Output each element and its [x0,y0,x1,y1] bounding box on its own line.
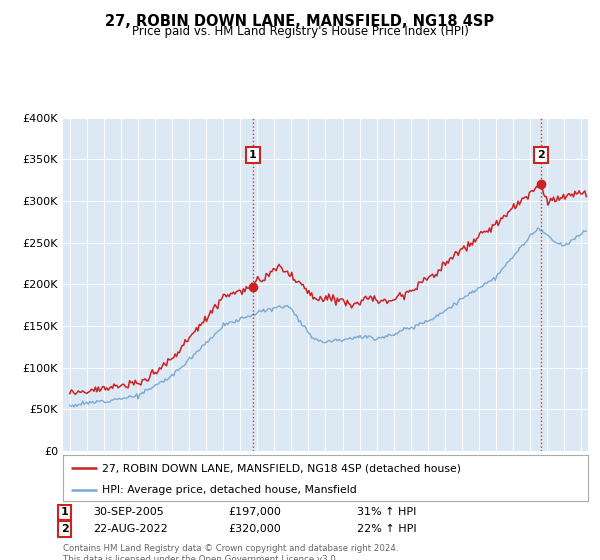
Text: 2: 2 [537,150,545,160]
Text: 27, ROBIN DOWN LANE, MANSFIELD, NG18 4SP (detached house): 27, ROBIN DOWN LANE, MANSFIELD, NG18 4SP… [103,463,461,473]
Text: 22% ↑ HPI: 22% ↑ HPI [357,524,416,534]
Text: 30-SEP-2005: 30-SEP-2005 [93,507,164,517]
Text: 2: 2 [61,524,68,534]
Text: £320,000: £320,000 [228,524,281,534]
Text: Contains HM Land Registry data © Crown copyright and database right 2024.
This d: Contains HM Land Registry data © Crown c… [63,544,398,560]
Text: 1: 1 [249,150,257,160]
Text: 31% ↑ HPI: 31% ↑ HPI [357,507,416,517]
Text: HPI: Average price, detached house, Mansfield: HPI: Average price, detached house, Mans… [103,485,357,494]
Text: 27, ROBIN DOWN LANE, MANSFIELD, NG18 4SP: 27, ROBIN DOWN LANE, MANSFIELD, NG18 4SP [106,14,494,29]
Text: Price paid vs. HM Land Registry's House Price Index (HPI): Price paid vs. HM Land Registry's House … [131,25,469,38]
Text: £197,000: £197,000 [228,507,281,517]
Text: 1: 1 [61,507,68,517]
Text: 22-AUG-2022: 22-AUG-2022 [93,524,168,534]
